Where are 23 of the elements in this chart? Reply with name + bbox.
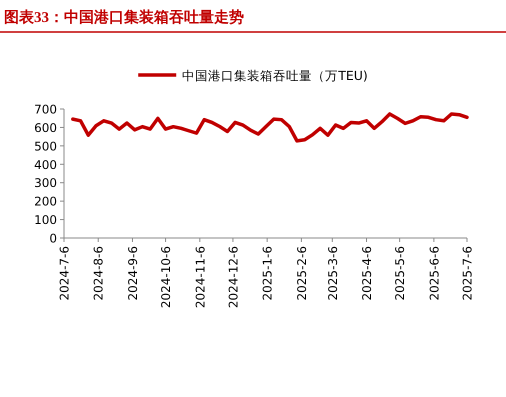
x-tick-label: 2025-5-6 bbox=[393, 246, 408, 300]
x-tick-label: 2025-4-6 bbox=[360, 246, 374, 300]
y-tick-label: 300 bbox=[34, 176, 57, 190]
x-tick-label: 2025-2-6 bbox=[294, 246, 309, 300]
y-tick-label: 100 bbox=[34, 213, 57, 228]
x-tick-label: 2025-6-6 bbox=[427, 246, 442, 300]
y-tick-label: 600 bbox=[34, 120, 57, 135]
x-tick-label: 2025-1-6 bbox=[260, 246, 275, 300]
x-tick-label: 2024-8-6 bbox=[92, 246, 106, 300]
y-tick-label: 700 bbox=[34, 102, 57, 116]
y-tick-label: 400 bbox=[34, 158, 57, 172]
x-tick-label: 2025-3-6 bbox=[326, 246, 340, 300]
x-tick-label: 2024-12-6 bbox=[226, 246, 240, 308]
legend-label: 中国港口集装箱吞吐量（万TEU) bbox=[182, 68, 368, 83]
y-tick-label: 500 bbox=[34, 139, 57, 154]
x-tick-label: 2024-11-6 bbox=[193, 246, 208, 308]
x-tick-label: 2024-7-6 bbox=[58, 246, 72, 300]
x-tick-label: 2024-10-6 bbox=[159, 246, 174, 308]
x-tick-label: 2024-9-6 bbox=[126, 246, 140, 300]
chart-title: 图表33：中国港口集装箱吞吐量走势 bbox=[4, 9, 244, 26]
x-tick-label: 2025-7-6 bbox=[460, 246, 474, 300]
y-tick-label: 0 bbox=[49, 232, 57, 246]
y-tick-label: 200 bbox=[34, 194, 57, 209]
